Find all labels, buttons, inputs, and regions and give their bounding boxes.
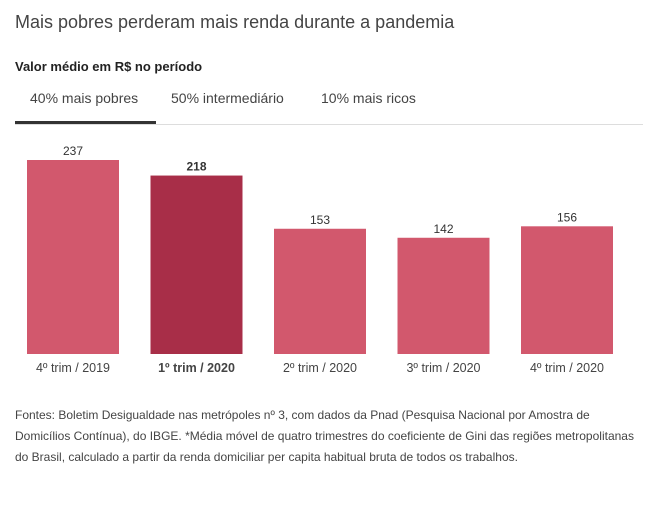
- data-label: 237: [63, 144, 83, 158]
- category-label: 2º trim / 2020: [283, 361, 357, 375]
- bar-chart: 237 4º trim / 2019 218 1º trim / 2020 153 2º …: [27, 144, 613, 375]
- bar: [521, 226, 613, 354]
- source-notes: Fontes: Boletim Desigualdade nas metrópo…: [15, 408, 634, 464]
- category-label: 1º trim / 2020: [158, 361, 235, 375]
- bar: [397, 237, 490, 354]
- tab-bar: 40% mais pobres 50% intermediário 10% ma…: [15, 90, 643, 125]
- data-label: 142: [433, 222, 453, 236]
- bar: [274, 228, 366, 354]
- tab-40-mais-pobres[interactable]: 40% mais pobres: [15, 90, 156, 124]
- chart-subtitle: Valor médio em R$ no período: [15, 59, 203, 74]
- category-label: 4º trim / 2020: [530, 361, 604, 375]
- bar: [150, 175, 243, 354]
- tab-10-mais-ricos[interactable]: 10% mais ricos: [321, 90, 416, 106]
- chart-title: Mais pobres perderam mais renda durante …: [15, 12, 455, 32]
- data-label: 218: [186, 160, 206, 174]
- data-label: 153: [310, 213, 330, 227]
- tab-50-intermediario[interactable]: 50% intermediário: [171, 90, 284, 106]
- bar: [27, 160, 119, 354]
- data-label: 156: [557, 210, 577, 224]
- category-label: 4º trim / 2019: [36, 361, 110, 375]
- category-label: 3º trim / 2020: [406, 361, 480, 375]
